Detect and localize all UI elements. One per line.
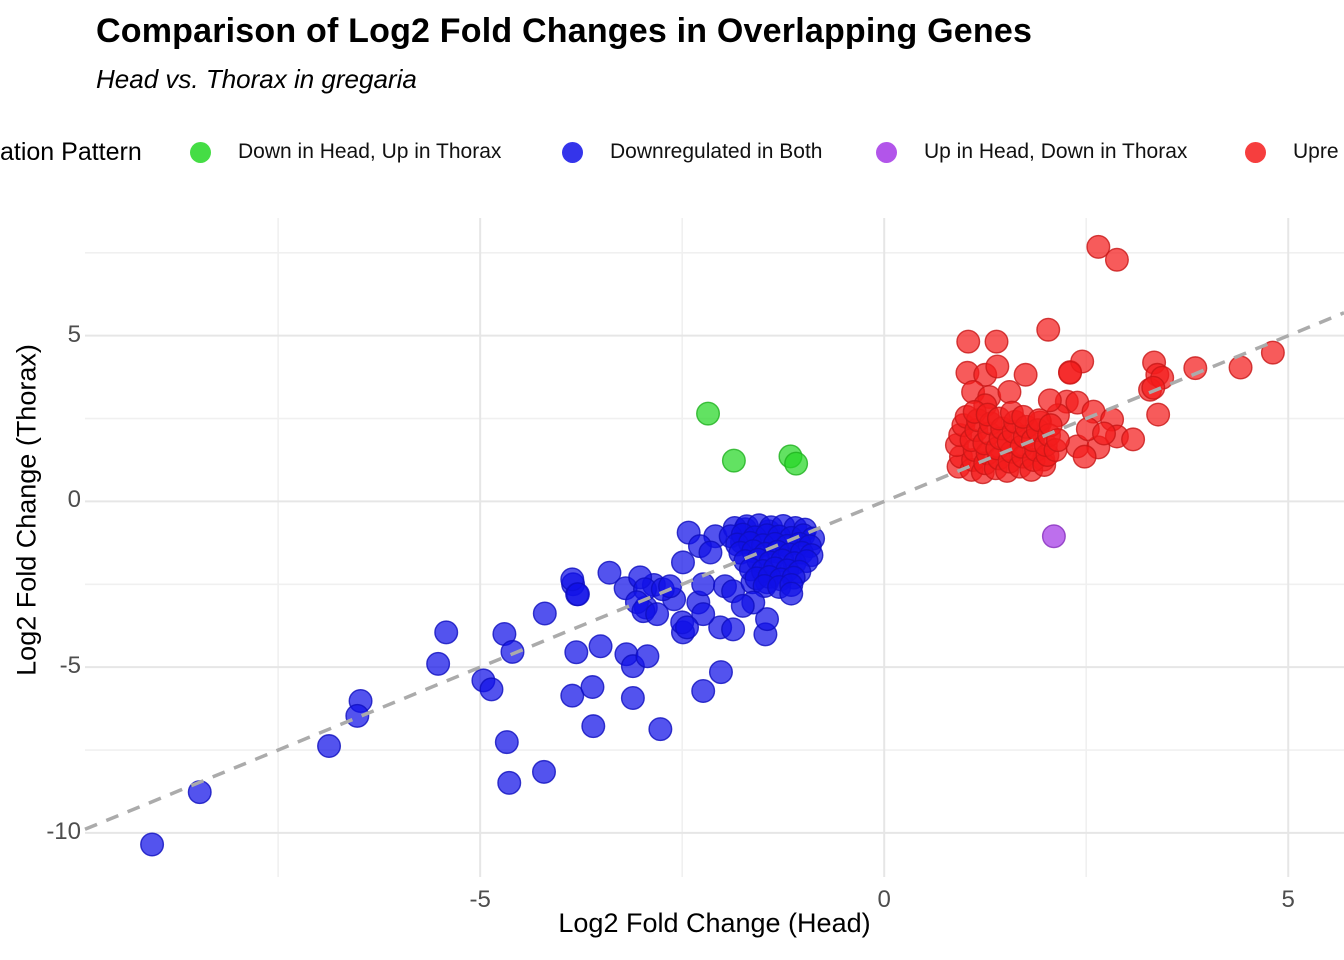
data-point — [1228, 355, 1253, 380]
data-point — [497, 770, 522, 795]
data-point — [426, 651, 451, 676]
data-point — [140, 832, 165, 857]
y-axis-title: Log2 Fold Change (Thorax) — [11, 344, 42, 676]
data-point — [708, 660, 733, 685]
data-point — [479, 677, 504, 702]
data-point — [560, 683, 585, 708]
x-tick-label: 0 — [877, 886, 891, 913]
identity-reference-line — [84, 311, 1344, 831]
data-point — [691, 679, 716, 704]
data-point — [317, 734, 342, 759]
data-point — [588, 634, 613, 659]
data-point — [1037, 388, 1062, 413]
legend-swatch-red-icon — [1245, 141, 1266, 163]
data-point — [531, 759, 556, 784]
data-point — [434, 620, 459, 645]
data-point — [730, 593, 755, 618]
scatter-canvas — [84, 218, 1344, 877]
data-point — [620, 685, 645, 710]
data-point — [494, 730, 519, 755]
data-point — [1104, 247, 1129, 272]
data-point — [1091, 421, 1116, 446]
data-point — [1121, 427, 1146, 452]
data-point — [696, 401, 721, 426]
data-point — [532, 601, 557, 626]
legend-item-label: Up in Head, Down in Thorax — [924, 140, 1188, 163]
legend-swatch-green-icon — [190, 141, 211, 163]
data-point — [755, 607, 780, 632]
data-point — [1086, 234, 1111, 259]
page-title: Comparison of Log2 Fold Changes in Overl… — [96, 12, 1033, 50]
data-point — [635, 644, 660, 669]
x-tick-label: -5 — [469, 886, 491, 913]
data-point — [580, 675, 605, 700]
data-point — [1260, 340, 1285, 365]
data-point — [1072, 444, 1097, 469]
data-point — [581, 714, 606, 739]
page-subtitle: Head vs. Thorax in gregaria — [96, 64, 417, 94]
y-tick-label: 0 — [67, 486, 81, 514]
legend-item-downregulated-in-both: Downregulated in Both — [562, 138, 822, 166]
data-point — [565, 582, 590, 607]
data-point — [645, 602, 670, 627]
legend-title: ation Pattern — [0, 137, 142, 166]
data-point — [1013, 362, 1038, 387]
legend-item-down-head-up-thorax: Down in Head, Up in Thorax — [190, 138, 501, 166]
data-point — [1146, 402, 1171, 427]
data-point — [985, 354, 1010, 379]
data-point — [721, 617, 746, 642]
data-point — [956, 329, 981, 354]
data-point — [997, 380, 1022, 405]
legend-item-label: Downregulated in Both — [610, 140, 823, 163]
legend-swatch-purple-icon — [876, 141, 897, 163]
legend-item-upregulated-in-both: Upre — [1245, 138, 1339, 166]
plot-panel — [84, 218, 1344, 877]
x-axis-title: Log2 Fold Change (Head) — [558, 908, 871, 938]
legend-swatch-blue-icon — [562, 141, 583, 163]
data-point — [1041, 524, 1066, 549]
legend-item-label: Down in Head, Up in Thorax — [238, 140, 502, 163]
data-point — [1045, 428, 1070, 453]
data-point — [1058, 360, 1083, 385]
data-point — [779, 581, 804, 606]
y-tick-label: 5 — [67, 320, 81, 348]
data-point — [784, 451, 809, 476]
data-point — [500, 639, 525, 664]
data-point — [1141, 375, 1166, 400]
y-tick-label: -5 — [59, 652, 81, 680]
data-point — [564, 640, 589, 665]
legend-item-label: Upre — [1293, 140, 1339, 163]
data-point — [984, 329, 1009, 354]
x-tick-label: 5 — [1281, 886, 1295, 913]
data-point — [648, 717, 673, 742]
data-point — [597, 560, 622, 585]
data-point — [670, 550, 695, 575]
legend-item-up-head-down-thorax: Up in Head, Down in Thorax — [876, 138, 1187, 166]
data-point — [698, 540, 723, 565]
data-point — [691, 602, 716, 627]
y-tick-label: -10 — [46, 817, 81, 845]
data-point — [675, 615, 700, 640]
data-point — [721, 448, 746, 473]
data-point — [1036, 317, 1061, 342]
data-point — [1183, 356, 1208, 381]
